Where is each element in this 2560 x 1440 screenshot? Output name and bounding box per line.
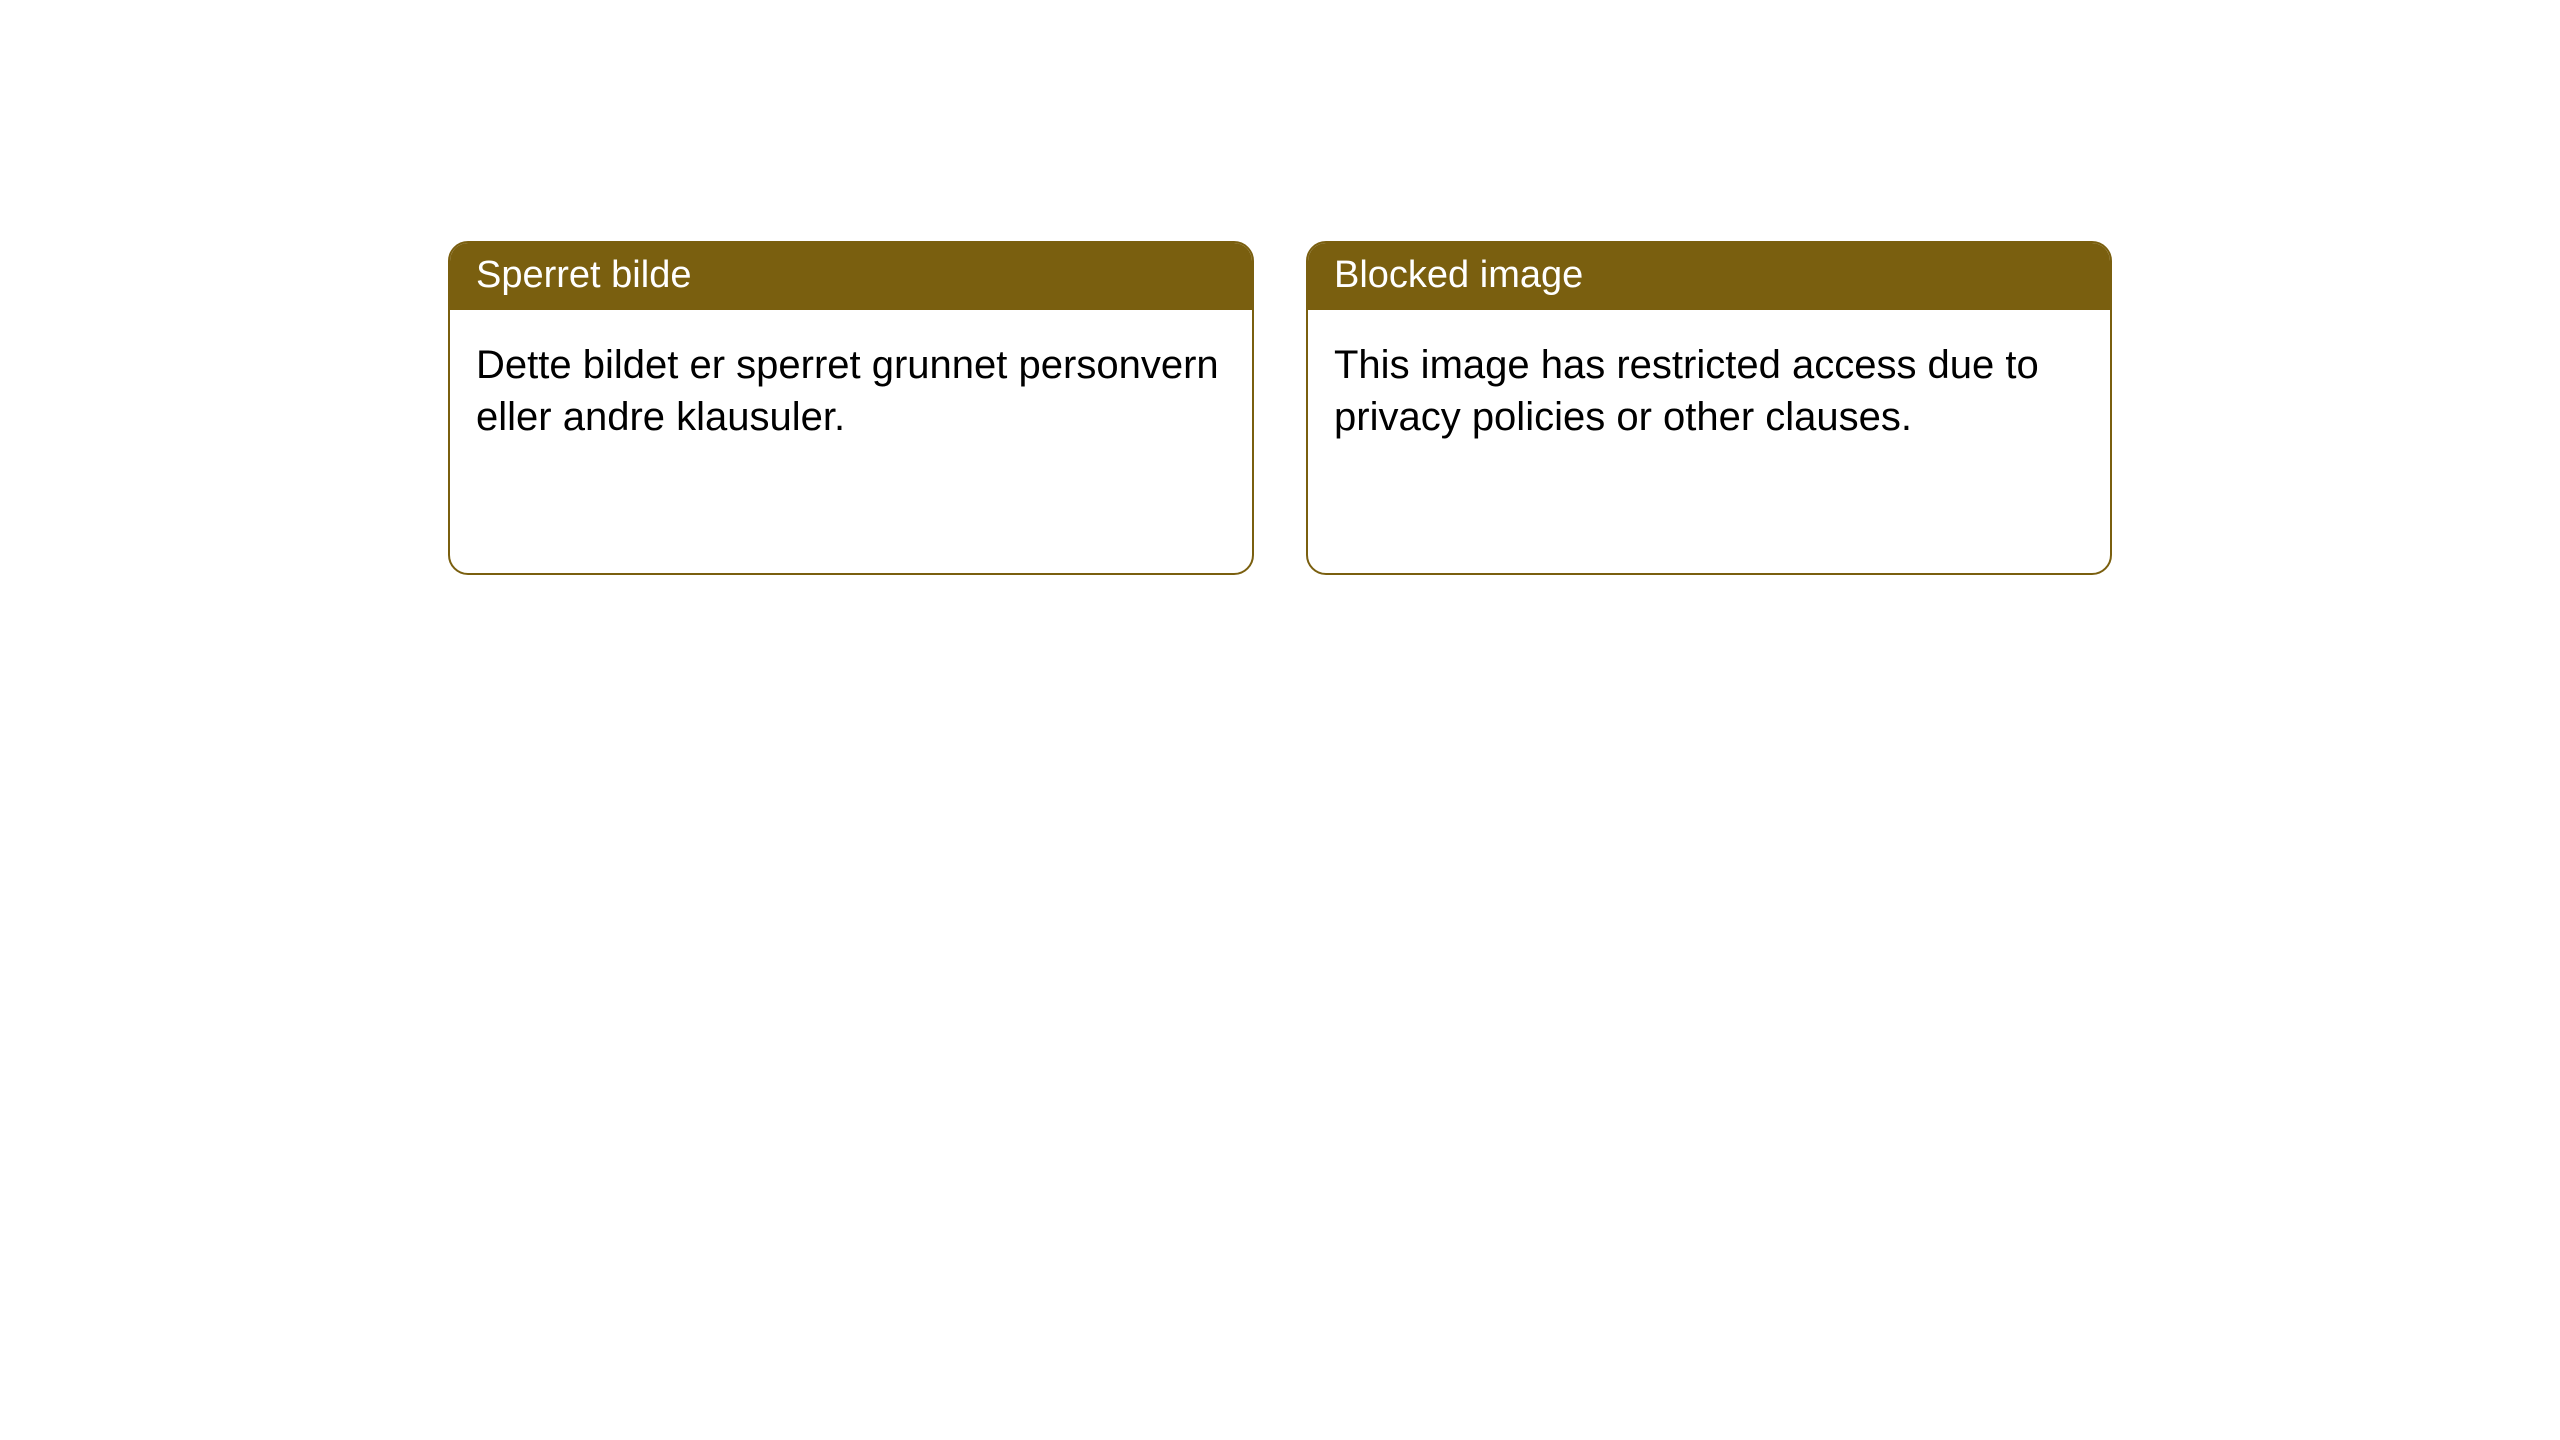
notice-container: Sperret bilde Dette bildet er sperret gr… — [0, 0, 2560, 575]
notice-header: Sperret bilde — [450, 243, 1252, 310]
notice-title: Sperret bilde — [476, 254, 691, 296]
notice-body: This image has restricted access due to … — [1308, 310, 2110, 472]
notice-card-norwegian: Sperret bilde Dette bildet er sperret gr… — [448, 241, 1254, 575]
notice-body: Dette bildet er sperret grunnet personve… — [450, 310, 1252, 472]
notice-header: Blocked image — [1308, 243, 2110, 310]
notice-message: This image has restricted access due to … — [1334, 343, 2039, 438]
notice-title: Blocked image — [1334, 254, 1583, 296]
notice-card-english: Blocked image This image has restricted … — [1306, 241, 2112, 575]
notice-message: Dette bildet er sperret grunnet personve… — [476, 343, 1219, 438]
